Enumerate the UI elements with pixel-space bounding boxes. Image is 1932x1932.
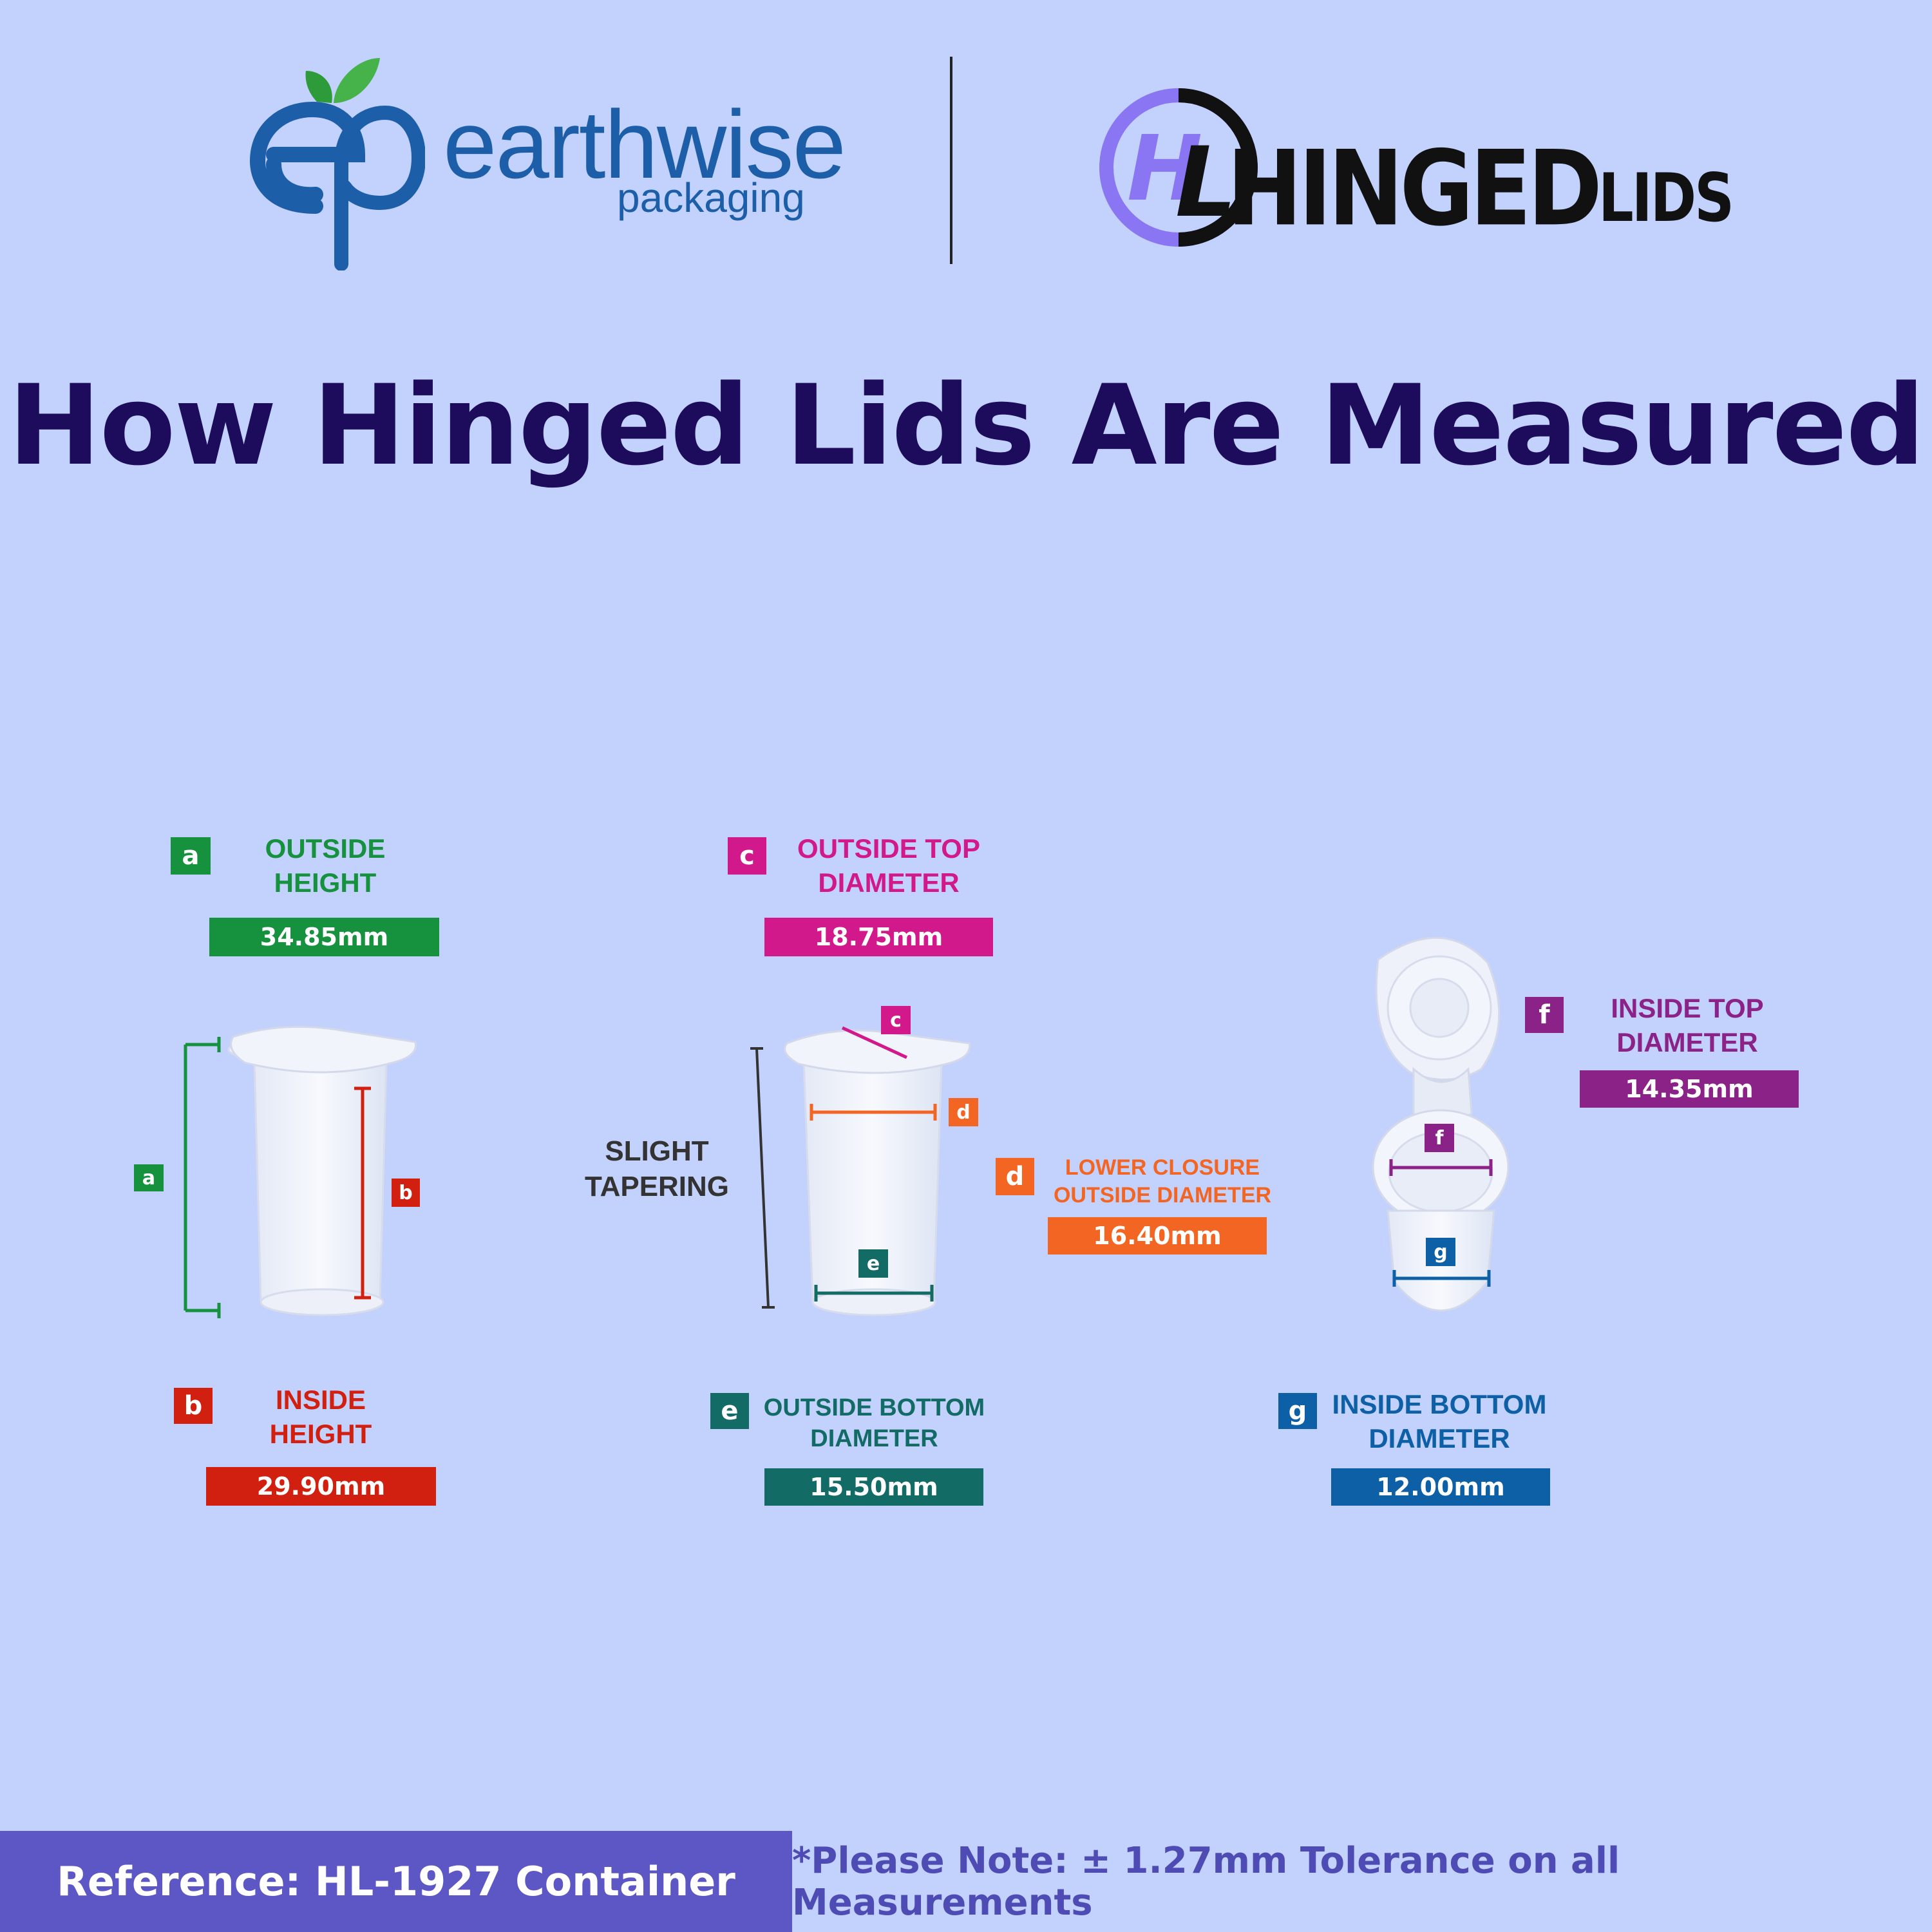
label-inside-top-diameter: INSIDE TOP DIAMETER	[1611, 993, 1764, 1057]
label-outside-top-diameter: OUTSIDE TOP DIAMETER	[797, 833, 980, 898]
container-1-image	[227, 1025, 417, 1316]
badge-a: a	[171, 837, 211, 875]
badge-g: g	[1278, 1393, 1317, 1429]
header-divider	[950, 57, 952, 264]
value-outside-top-diameter: 18.75mm	[764, 918, 993, 956]
value-inside-height: 29.90mm	[206, 1467, 436, 1506]
tapering-line	[750, 1047, 775, 1309]
marker-e: e	[858, 1249, 888, 1278]
container-2-image	[784, 1029, 971, 1316]
earthwise-logo-mark	[249, 58, 425, 270]
label-outside-bottom-diameter: OUTSIDE BOTTOM DIAMETER	[763, 1394, 985, 1452]
inside-bottom-diameter-indicator	[1392, 1270, 1491, 1287]
hinged-word: HINGED	[1227, 129, 1602, 250]
badge-f: f	[1525, 997, 1564, 1033]
badge-e: e	[710, 1393, 749, 1429]
page-title: How Hinged Lids Are Measured	[8, 361, 1926, 490]
value-outside-bottom-diameter: 15.50mm	[764, 1468, 983, 1506]
badge-d: d	[996, 1158, 1034, 1195]
label-outside-height: OUTSIDE HEIGHT	[265, 833, 386, 898]
badge-b: b	[174, 1388, 213, 1424]
marker-a: a	[134, 1164, 164, 1191]
slight-tapering-label: SLIGHT TAPERING	[584, 1135, 730, 1202]
marker-g: g	[1426, 1238, 1455, 1266]
svg-text:H: H	[1127, 117, 1202, 222]
marker-b: b	[392, 1179, 420, 1207]
inside-height-indicator	[354, 1086, 371, 1300]
marker-c: c	[881, 1006, 911, 1034]
value-lower-closure-diameter: 16.40mm	[1048, 1217, 1267, 1255]
earthwise-sub-text: packaging	[617, 175, 805, 221]
value-outside-height: 34.85mm	[209, 918, 439, 956]
marker-f: f	[1425, 1124, 1454, 1152]
badge-c: c	[728, 837, 766, 875]
label-lower-closure-diameter: LOWER CLOSURE OUTSIDE DIAMETER	[1053, 1155, 1272, 1208]
value-inside-top-diameter: 14.35mm	[1580, 1070, 1799, 1108]
hinged-lids-logo-mark: H L	[1099, 88, 1258, 247]
label-inside-bottom-diameter: INSIDE BOTTOM DIAMETER	[1332, 1389, 1547, 1454]
reference-banner: Reference: HL-1927 Container	[0, 1831, 792, 1932]
value-inside-bottom-diameter: 12.00mm	[1331, 1468, 1550, 1506]
outside-bottom-diameter-indicator	[814, 1285, 934, 1302]
lower-closure-indicator	[810, 1104, 937, 1121]
tolerance-note: *Please Note: ± 1.27mm Tolerance on all …	[792, 1839, 1620, 1924]
label-inside-height: INSIDE HEIGHT	[269, 1385, 372, 1449]
outside-height-indicator	[184, 1037, 221, 1318]
earthwise-brand-text: earthwise	[443, 90, 846, 198]
svg-text:L: L	[1175, 127, 1237, 239]
lids-word: LIDS	[1598, 160, 1734, 237]
outside-top-diameter-indicator	[841, 1026, 908, 1059]
marker-d: d	[949, 1098, 978, 1126]
inside-top-diameter-indicator	[1389, 1159, 1493, 1176]
